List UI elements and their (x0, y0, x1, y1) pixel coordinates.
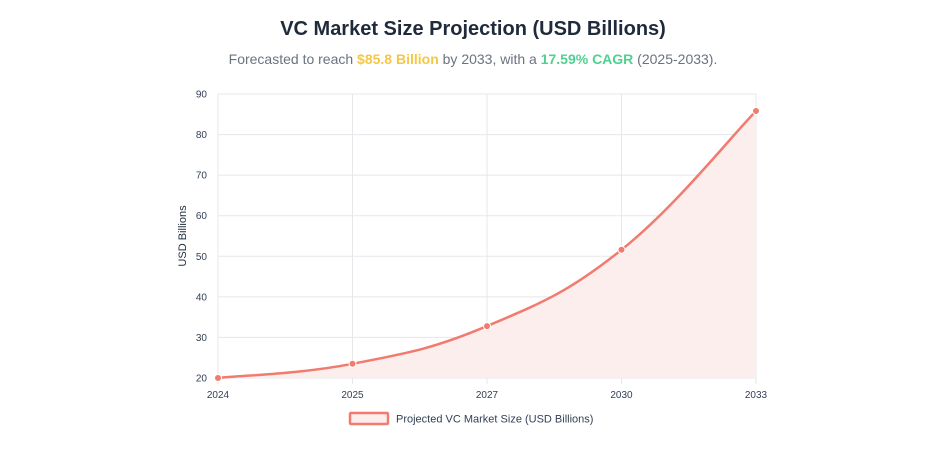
x-tick-label: 2030 (610, 390, 633, 401)
x-tick-label: 2024 (207, 390, 230, 401)
points-layer (214, 107, 760, 382)
y-tick-label: 20 (196, 374, 208, 385)
chart-subtitle: Forecasted to reach $85.8 Billion by 203… (0, 51, 946, 67)
series-line (217, 110, 757, 380)
y-tick-label: 60 (196, 211, 208, 222)
data-point[interactable] (483, 322, 491, 331)
data-point[interactable] (348, 359, 357, 368)
line-layer (217, 110, 757, 380)
y-tick-label: 80 (196, 130, 208, 141)
x-tick-label: 2025 (341, 390, 364, 401)
subtitle-prefix: Forecasted to reach (228, 51, 358, 67)
subtitle-suffix: (2025-2033). (633, 51, 718, 67)
x-tick-label: 2027 (476, 390, 499, 401)
y-tick-label: 70 (196, 171, 208, 182)
data-point[interactable] (617, 245, 626, 254)
series-area (218, 111, 756, 378)
data-point[interactable] (752, 107, 760, 116)
subtitle-middle: by 2033, with a (438, 51, 541, 67)
y-tick-label: 40 (196, 292, 208, 303)
chart-title: VC Market Size Projection (USD Billions) (280, 18, 666, 40)
area-layer (218, 111, 756, 378)
x-tick-label: 2033 (745, 390, 768, 401)
x-axis-ticks: 2024 2025 2027 2030 2033 (207, 390, 768, 401)
subtitle-market-value: $85.8 Billion (357, 51, 439, 67)
y-tick-label: 30 (196, 333, 208, 344)
data-point[interactable] (214, 374, 222, 382)
legend[interactable]: Projected VC Market Size (USD Billions) (348, 411, 593, 426)
y-tick-label: 50 (196, 252, 208, 263)
legend-swatch (348, 411, 390, 426)
y-tick-label: 90 (196, 90, 208, 101)
y-axis-ticks: 20 30 40 50 60 70 80 90 (196, 90, 208, 385)
legend-label: Projected VC Market Size (USD Billions) (396, 414, 593, 426)
y-axis-title: USD Billions (177, 205, 189, 267)
subtitle-cagr: 17.59% CAGR (540, 51, 634, 67)
